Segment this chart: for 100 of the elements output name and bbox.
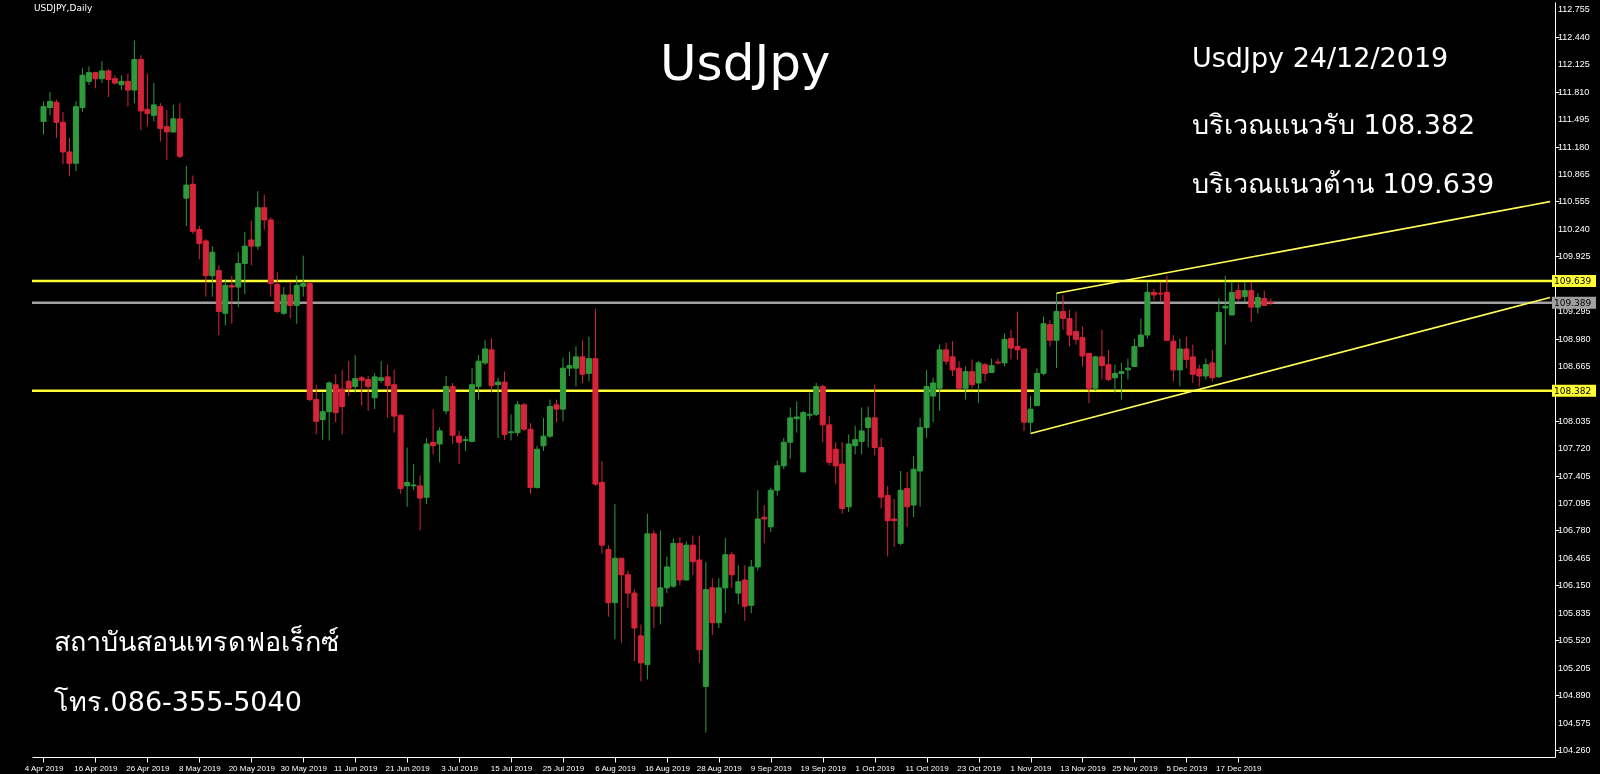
- candlestick: [1254, 292, 1261, 314]
- candlestick: [436, 426, 443, 463]
- x-tick-label: 23 Oct 2019: [957, 763, 1002, 773]
- x-tick-label: 8 May 2019: [178, 763, 222, 773]
- x-tick-label: 1 Nov 2019: [1010, 763, 1053, 773]
- y-tick-label: 110.240: [1558, 223, 1590, 234]
- y-tick-label: 106.780: [1558, 525, 1591, 536]
- y-tick-label: 111.810: [1558, 86, 1590, 97]
- candlestick: [975, 360, 982, 404]
- y-tick-label: 107.095: [1558, 497, 1591, 508]
- candlestick: [280, 286, 287, 316]
- x-tick-label: 28 Aug 2019: [696, 763, 743, 773]
- y-tick-label: 105.835: [1558, 607, 1591, 618]
- annotation: สถาบันสอนเทรดฟอเร็กซ์: [54, 624, 339, 659]
- annotation: บริเวณแนวต้าน 109.639: [1192, 167, 1495, 201]
- candlestick: [1001, 332, 1008, 367]
- y-tick-label: 111.180: [1558, 141, 1590, 152]
- x-tick-label: 25 Nov 2019: [1112, 763, 1159, 773]
- x-tick-label: 30 May 2019: [280, 763, 328, 773]
- y-tick-label: 104.890: [1558, 690, 1591, 701]
- x-tick-label: 5 Dec 2019: [1166, 763, 1208, 773]
- candlestick: [579, 339, 586, 384]
- y-tick-label: 108.665: [1558, 360, 1591, 371]
- candlestick: [1248, 281, 1255, 323]
- x-tick-label: 4 Apr 2019: [24, 763, 64, 773]
- text: UsdJpy: [660, 34, 831, 92]
- candlestick: [962, 365, 969, 401]
- ref-line-label: 109.389: [1554, 297, 1592, 308]
- x-tick-label: 13 Nov 2019: [1060, 763, 1107, 773]
- annotation: โทร.086-355-5040: [54, 685, 302, 719]
- candlestick: [430, 408, 437, 455]
- candlestick: [183, 165, 190, 227]
- ref-line-label: 109.639: [1554, 276, 1592, 287]
- candlestick: [728, 551, 735, 589]
- annotation: UsdJpy 24/12/2019: [1192, 42, 1449, 73]
- candlestick: [1124, 358, 1131, 380]
- y-tick-label: 105.520: [1558, 635, 1591, 646]
- candlestick: [1027, 395, 1034, 434]
- x-tick-label: 1 Oct 2019: [855, 763, 896, 773]
- candlestick: [352, 354, 359, 394]
- candlestick: [150, 82, 157, 122]
- x-tick-label: 11 Oct 2019: [905, 763, 950, 773]
- candlestick: [1202, 358, 1209, 380]
- y-tick-label: 107.720: [1558, 443, 1591, 454]
- x-tick-label: 16 Apr 2019: [74, 763, 119, 773]
- candlestick: [1209, 349, 1216, 382]
- y-tick-label: 110.555: [1558, 196, 1590, 207]
- candlestick: [735, 564, 742, 605]
- x-tick-label: 20 May 2019: [228, 763, 276, 773]
- candlestick: [585, 336, 592, 382]
- x-tick-label: 6 Aug 2019: [595, 763, 637, 773]
- candlestick: [1047, 319, 1053, 347]
- x-tick-label: 19 Sep 2019: [800, 763, 847, 773]
- y-tick-label: 112.440: [1558, 31, 1590, 42]
- x-tick-label: 16 Aug 2019: [644, 763, 691, 773]
- candlestick: [228, 275, 235, 325]
- y-tick-label: 111.495: [1558, 114, 1590, 125]
- candlestick: [124, 72, 131, 108]
- y-tick-label: 112.755: [1558, 4, 1590, 15]
- y-tick-label: 106.150: [1558, 580, 1591, 591]
- y-tick-label: 110.865: [1558, 169, 1590, 180]
- candlestick: [98, 60, 105, 84]
- x-tick-label: 15 Jul 2019: [490, 763, 533, 773]
- candlestick: [865, 406, 872, 448]
- x-tick-label: 26 Apr 2019: [126, 763, 171, 773]
- y-tick-label: 104.575: [1558, 717, 1591, 728]
- y-tick-label: 106.465: [1558, 552, 1591, 563]
- ref-line-label: 108.382: [1554, 385, 1592, 396]
- candlestick: [209, 245, 216, 298]
- candlestick: [287, 281, 294, 319]
- y-tick-label: 107.405: [1558, 470, 1591, 481]
- candlestick: [761, 504, 768, 544]
- y-tick-label: 109.295: [1558, 306, 1591, 317]
- candlestick: [170, 104, 177, 134]
- x-tick-label: 9 Sep 2019: [750, 763, 793, 773]
- y-tick-label: 112.125: [1558, 59, 1590, 70]
- candlestick: [969, 358, 976, 389]
- candlestick: [1235, 283, 1242, 303]
- annotation: บริเวณแนวรับ 108.382: [1192, 108, 1476, 142]
- candlestick: [553, 399, 560, 423]
- candlestick: [417, 474, 424, 531]
- x-tick-label: 3 Jul 2019: [441, 763, 479, 773]
- candlestick: [248, 220, 255, 266]
- candlestick: [495, 377, 502, 439]
- x-tick-label: 17 Dec 2019: [1216, 763, 1263, 773]
- candlestick: [982, 362, 989, 382]
- y-tick-label: 105.205: [1558, 662, 1591, 673]
- candlestick: [904, 471, 911, 528]
- x-tick-label: 11 Jun 2019: [333, 763, 378, 773]
- y-tick-label: 108.980: [1558, 333, 1591, 344]
- y-tick-label: 109.925: [1558, 251, 1591, 262]
- candlestick: [1176, 338, 1183, 387]
- candlestick: [456, 430, 463, 465]
- candlestick: [995, 358, 1002, 366]
- y-tick-label: 104.260: [1558, 745, 1591, 756]
- x-tick-label: 21 Jun 2019: [385, 763, 431, 773]
- y-tick-label: 108.035: [1558, 415, 1591, 426]
- chart-subtitle: USDJPY,Daily: [34, 3, 93, 13]
- candlestick: [1241, 281, 1248, 303]
- x-tick-label: 25 Jul 2019: [542, 763, 585, 773]
